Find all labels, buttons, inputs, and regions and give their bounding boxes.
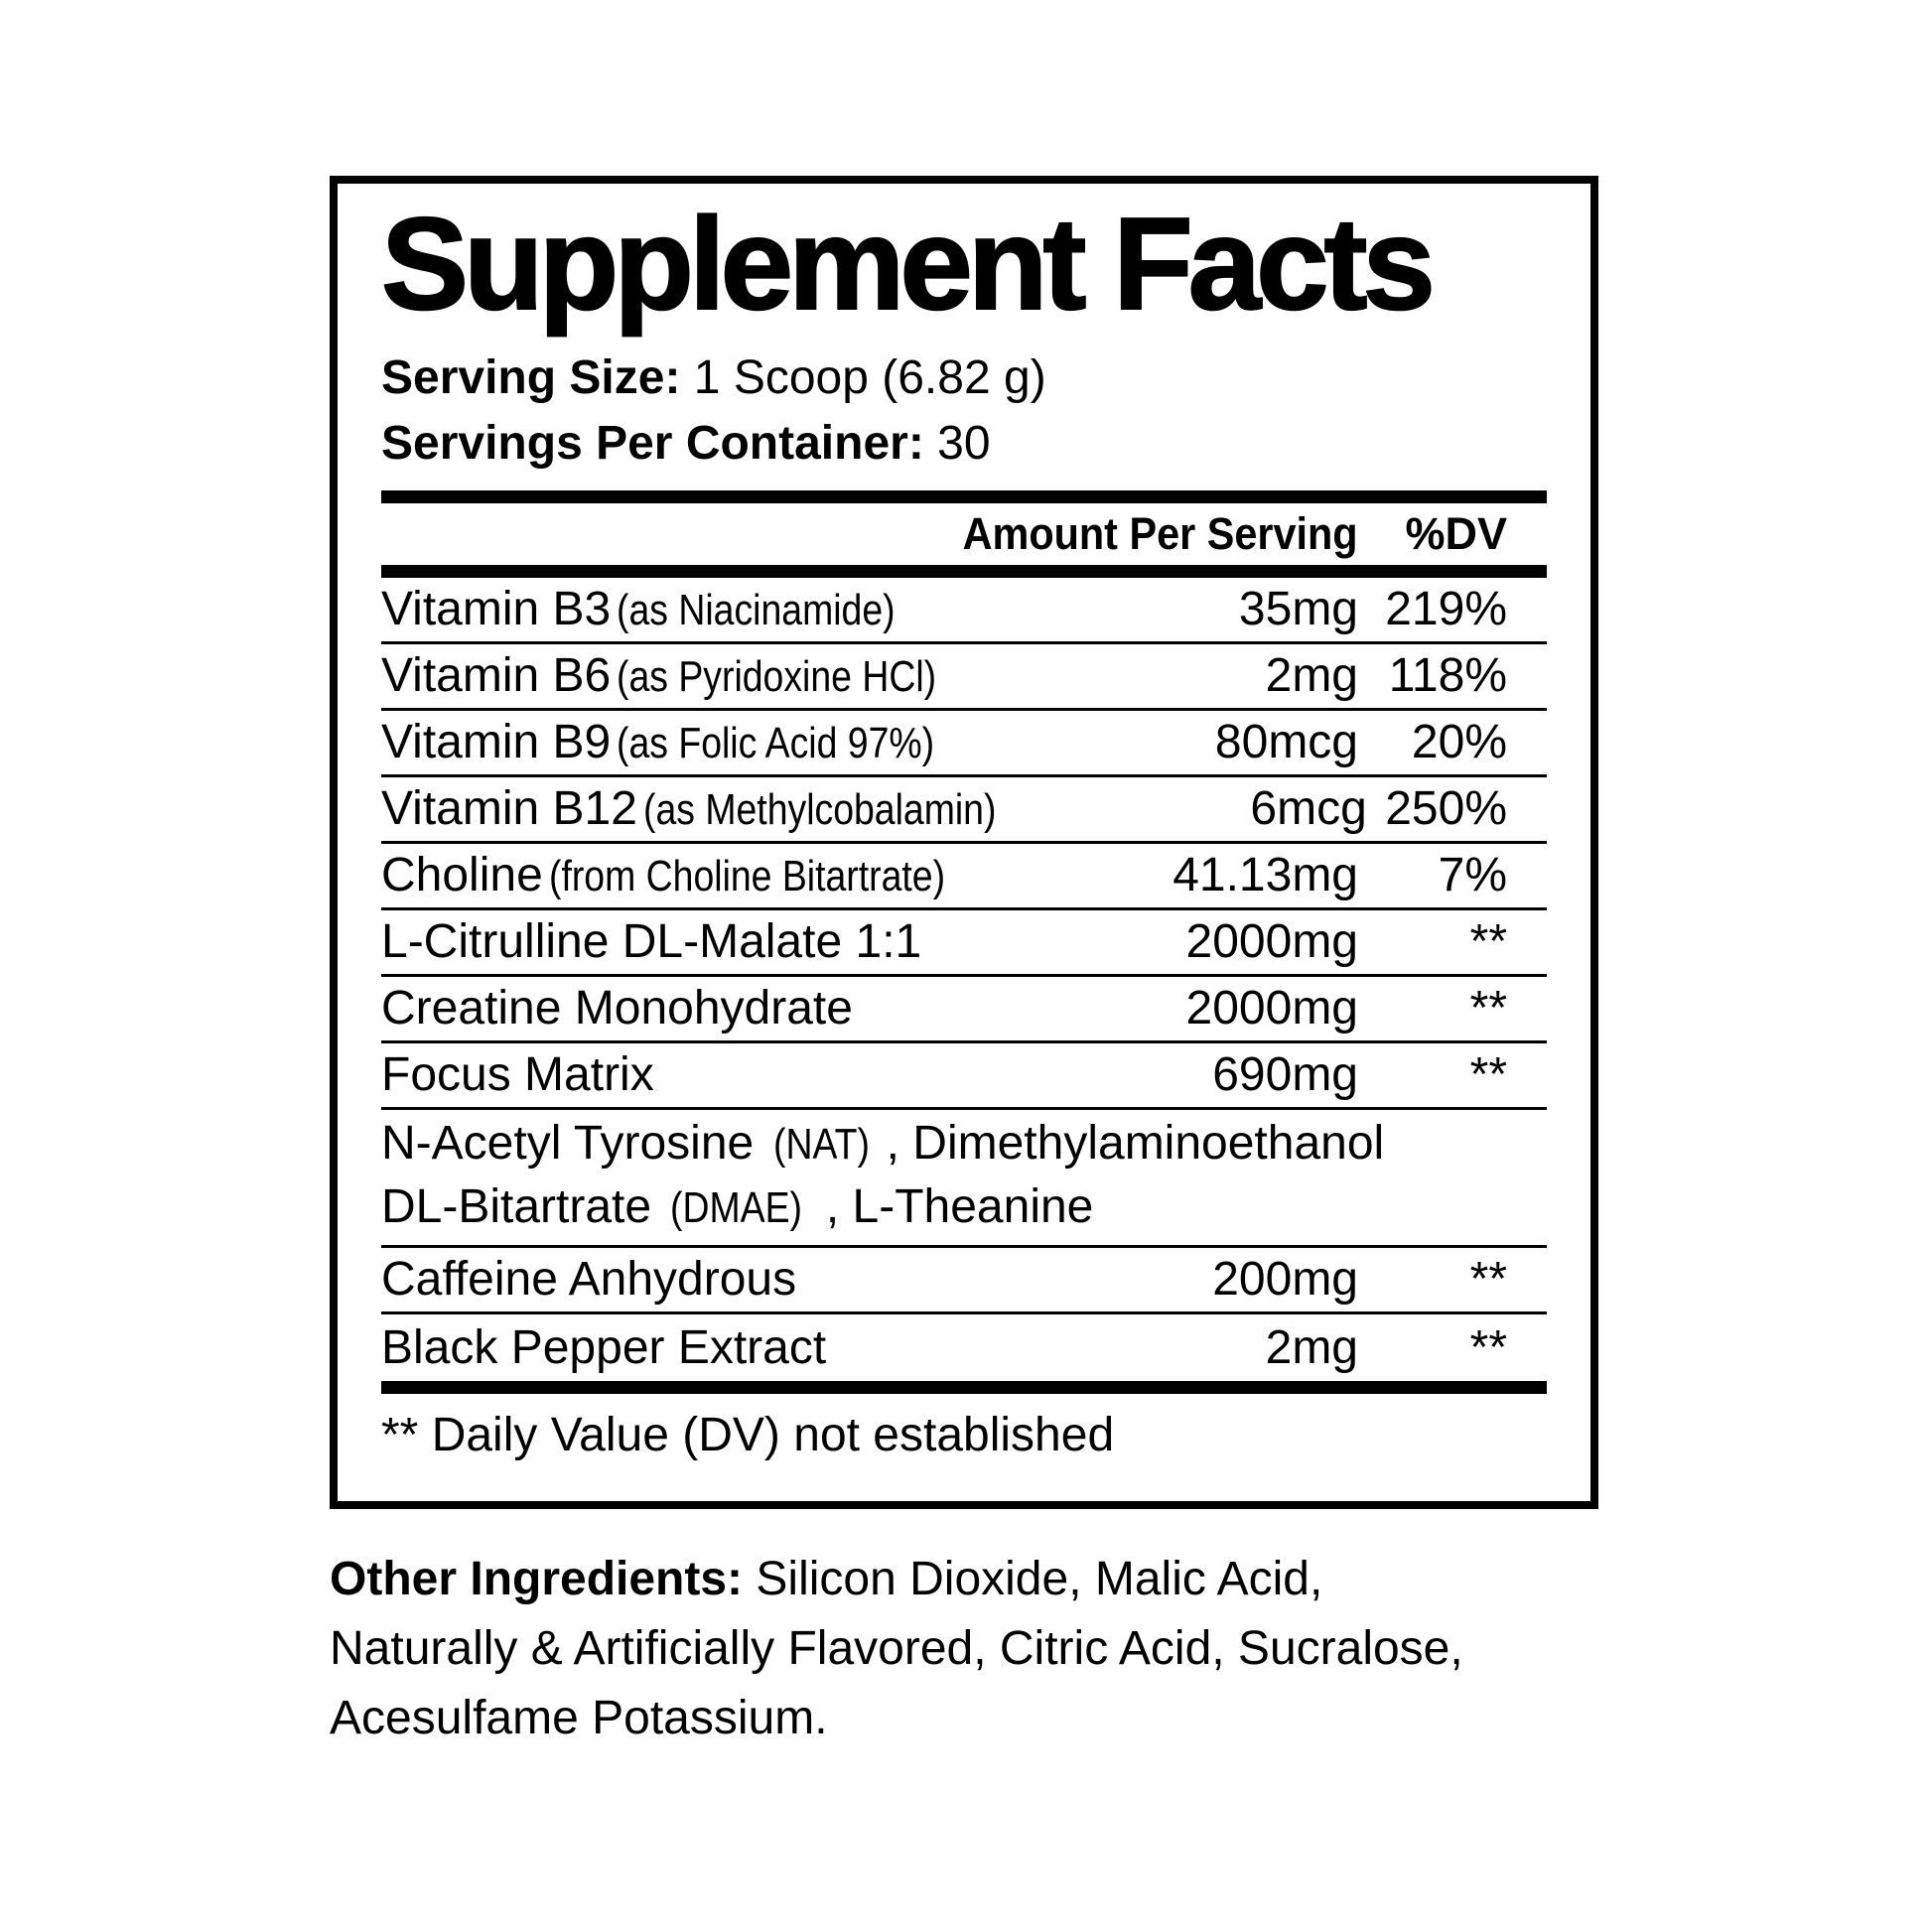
other-ingredients-line-1: Silicon Dioxide, Malic Acid, — [743, 1553, 1323, 1605]
serving-size-label: Serving Size: — [381, 350, 681, 404]
ingredient-amount: 200mg — [1212, 1253, 1358, 1307]
table-header-row: Amount Per Serving %DV — [381, 503, 1547, 565]
other-ingredients-label: Other Ingredients: — [330, 1553, 744, 1605]
ingredient-name: Choline (from Choline Bitartrate) — [381, 849, 945, 902]
ingredient-note: (as Pyridoxine HCl) — [617, 652, 937, 702]
column-header-amount: Amount Per Serving — [963, 507, 1358, 559]
ingredient-amount: 2000mg — [1185, 982, 1358, 1035]
focus-matrix-components-line-1: N-Acetyl Tyrosine (NAT), Dimethylaminoet… — [381, 1112, 1547, 1175]
ingredient-dv: 118% — [1388, 649, 1507, 703]
column-header-dv: %DV — [1405, 507, 1507, 559]
ingredient-name: Vitamin B3 (as Niacinamide) — [381, 583, 896, 636]
ingredient-amount: 35mg — [1238, 583, 1358, 636]
ingredient-name: L-Citrulline DL-Malate 1:1 — [381, 915, 922, 969]
ingredient-note: (as Methylcobalamin) — [642, 785, 997, 835]
ingredient-row: L-Citrulline DL-Malate 1:1 2000mg ** — [381, 910, 1547, 977]
ingredient-name: Vitamin B12 (as Methylcobalamin) — [381, 782, 997, 836]
ingredient-dv: 250% — [1385, 782, 1507, 836]
ingredient-note: (from Choline Bitartrate) — [548, 852, 945, 901]
ingredient-row: Caffeine Anhydrous 200mg ** — [381, 1248, 1547, 1314]
ingredient-name: Focus Matrix — [381, 1048, 654, 1102]
ingredient-dv: ** — [1469, 982, 1507, 1035]
ingredient-row: Creatine Monohydrate 2000mg ** — [381, 977, 1547, 1043]
other-ingredients-line-2: Naturally & Artificially Flavored, Citri… — [330, 1622, 1463, 1675]
ingredient-dv: ** — [1469, 1048, 1507, 1102]
ingredient-amount: 2mg — [1265, 1320, 1358, 1374]
ingredient-note: (as Niacinamide) — [617, 586, 896, 635]
ingredient-amount: 41.13mg — [1173, 849, 1358, 902]
focus-matrix-components-row: N-Acetyl Tyrosine (NAT), Dimethylaminoet… — [381, 1110, 1547, 1248]
ingredient-amount: 2000mg — [1185, 915, 1358, 969]
ingredient-dv: ** — [1469, 1253, 1507, 1307]
divider-bar-top — [381, 489, 1547, 503]
ingredient-dv: 20% — [1411, 716, 1507, 769]
servings-per-container-value: 30 — [937, 416, 991, 470]
ingredient-name: Black Pepper Extract — [381, 1320, 827, 1374]
ingredient-name: Vitamin B6 (as Pyridoxine HCl) — [381, 649, 937, 703]
ingredient-row: Black Pepper Extract 2mg ** — [381, 1314, 1547, 1381]
panel-title: Supplement Facts — [380, 191, 1437, 337]
ingredient-row: Vitamin B6 (as Pyridoxine HCl) 2mg 118% — [381, 644, 1547, 711]
ingredient-amount: 6mcg — [1250, 782, 1367, 836]
ingredient-dv: ** — [1469, 1320, 1507, 1374]
ingredient-name: Creatine Monohydrate — [381, 982, 853, 1035]
supplement-facts-panel: Supplement Facts Serving Size: 1 Scoop (… — [330, 176, 1598, 1509]
serving-info: Serving Size: 1 Scoop (6.82 g) Servings … — [381, 345, 1547, 477]
ingredient-dv: 219% — [1385, 583, 1507, 636]
ingredient-row: Focus Matrix 690mg ** — [381, 1043, 1547, 1110]
servings-per-container-label: Servings Per Container: — [381, 416, 924, 470]
ingredient-row: Vitamin B3 (as Niacinamide) 35mg 219% — [381, 578, 1547, 644]
other-ingredients-line-3: Acesulfame Potassium. — [330, 1692, 828, 1744]
ingredient-row: Choline (from Choline Bitartrate) 41.13mg… — [381, 844, 1547, 910]
ingredient-name: Caffeine Anhydrous — [381, 1253, 797, 1307]
servings-per-container-line: Servings Per Container: 30 — [381, 411, 1547, 477]
ingredient-amount: 2mg — [1265, 649, 1358, 703]
daily-value-footnote: ** Daily Value (DV) not established — [381, 1408, 1115, 1461]
ingredient-dv: 7% — [1438, 849, 1507, 902]
serving-size-line: Serving Size: 1 Scoop (6.82 g) — [381, 345, 1547, 411]
ingredient-row: Vitamin B12 (as Methylcobalamin) 6mcg 250… — [381, 777, 1547, 844]
ingredient-row: Vitamin B9 (as Folic Acid 97%) 80mcg 20% — [381, 711, 1547, 777]
other-ingredients-paragraph: Other Ingredients: Silicon Dioxide, Mali… — [330, 1545, 1640, 1753]
ingredient-dv: ** — [1469, 915, 1507, 969]
component-note: (DMAE) — [670, 1182, 803, 1232]
ingredient-note: (as Folic Acid 97%) — [617, 719, 935, 768]
focus-matrix-components-line-2: DL-Bitartrate (DMAE), L-Theanine — [381, 1175, 1547, 1239]
component-note: (NAT) — [772, 1119, 870, 1169]
serving-size-value: 1 Scoop (6.82 g) — [693, 350, 1046, 404]
ingredient-table: Vitamin B3 (as Niacinamide) 35mg 219% Vit… — [381, 578, 1547, 1381]
divider-bar-bottom — [381, 1380, 1547, 1394]
ingredient-amount: 80mcg — [1214, 716, 1358, 769]
ingredient-amount: 690mg — [1212, 1048, 1358, 1102]
divider-bar-header — [381, 564, 1547, 578]
ingredient-name: Vitamin B9 (as Folic Acid 97%) — [381, 716, 935, 769]
